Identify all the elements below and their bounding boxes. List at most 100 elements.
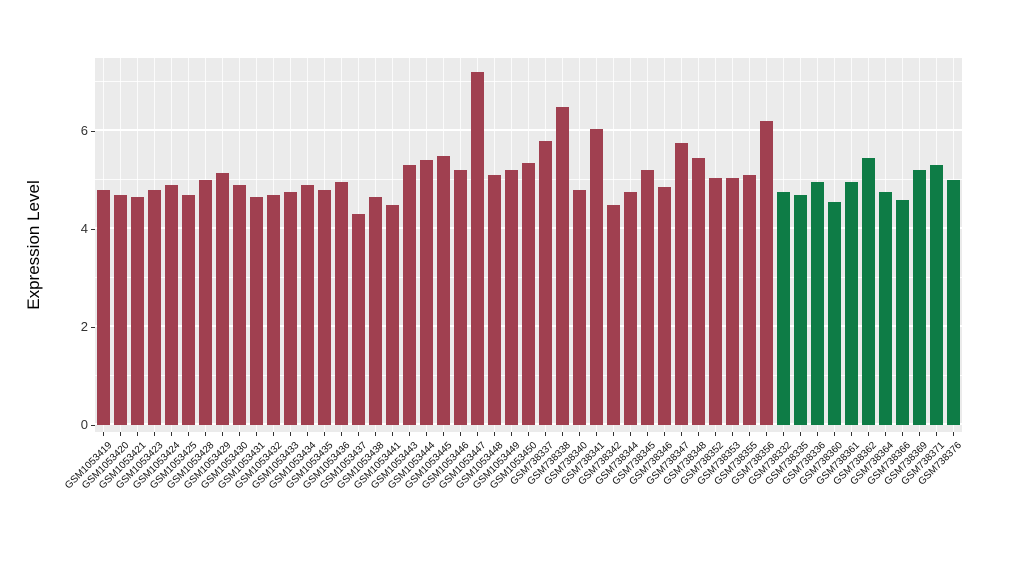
bar — [453, 170, 468, 425]
bar — [351, 214, 366, 425]
x-tick-mark — [511, 432, 512, 436]
bar — [674, 143, 689, 425]
bar — [317, 189, 332, 425]
x-tick-mark — [171, 432, 172, 436]
x-tick-mark — [885, 432, 886, 436]
bar — [589, 128, 604, 425]
x-tick-mark — [834, 432, 835, 436]
x-tick-mark — [307, 432, 308, 436]
bar — [283, 192, 298, 425]
bar — [776, 192, 791, 425]
x-tick-mark — [613, 432, 614, 436]
x-tick-mark — [868, 432, 869, 436]
x-tick-mark — [256, 432, 257, 436]
bar — [300, 184, 315, 425]
x-tick-mark — [392, 432, 393, 436]
y-tick-label: 0 — [80, 417, 88, 432]
bar — [487, 175, 502, 425]
x-tick-mark — [783, 432, 784, 436]
x-tick-mark — [749, 432, 750, 436]
x-tick-mark — [732, 432, 733, 436]
plot-panel — [95, 58, 962, 432]
bar — [368, 197, 383, 425]
x-tick-mark — [579, 432, 580, 436]
bar — [504, 170, 519, 425]
major-gridline — [95, 129, 962, 131]
bar — [742, 175, 757, 425]
bar — [249, 197, 264, 425]
x-tick-mark — [120, 432, 121, 436]
bar — [521, 162, 536, 425]
bar — [266, 194, 281, 425]
bar — [691, 157, 706, 425]
x-tick-mark — [647, 432, 648, 436]
x-tick-mark — [800, 432, 801, 436]
bar — [164, 184, 179, 425]
x-tick-mark — [137, 432, 138, 436]
bar — [113, 194, 128, 425]
y-tick-mark — [91, 229, 95, 230]
y-axis: 0 2 4 6 — [0, 58, 95, 432]
x-tick-mark — [528, 432, 529, 436]
x-tick-mark — [409, 432, 410, 436]
x-axis: GSM1053419 GSM1053420 GSM1053421 GSM1053423… — [63, 432, 964, 572]
bar — [419, 160, 434, 425]
bar — [96, 189, 111, 425]
bar — [130, 197, 145, 425]
x-tick-mark — [239, 432, 240, 436]
bar — [538, 140, 553, 425]
bar — [878, 192, 893, 425]
x-tick-mark — [103, 432, 104, 436]
x-tick-mark — [545, 432, 546, 436]
bar — [657, 187, 672, 425]
y-tick-label: 4 — [80, 221, 88, 236]
y-tick-label: 2 — [80, 319, 88, 334]
bar — [334, 182, 349, 425]
x-tick-mark — [205, 432, 206, 436]
bar — [215, 172, 230, 425]
x-tick-mark — [630, 432, 631, 436]
x-tick-mark — [817, 432, 818, 436]
x-tick-mark — [324, 432, 325, 436]
x-tick-mark — [273, 432, 274, 436]
y-tick-mark — [91, 131, 95, 132]
bar — [606, 204, 621, 425]
bar — [198, 180, 213, 425]
y-tick-mark — [91, 425, 95, 426]
x-tick-mark — [460, 432, 461, 436]
bar — [861, 157, 876, 425]
bar — [895, 199, 910, 425]
x-tick-mark — [919, 432, 920, 436]
x-tick-mark — [936, 432, 937, 436]
x-tick-mark — [664, 432, 665, 436]
x-tick-mark — [290, 432, 291, 436]
x-tick-mark — [562, 432, 563, 436]
bar — [759, 121, 774, 425]
x-tick-mark — [443, 432, 444, 436]
x-tick-mark — [188, 432, 189, 436]
x-tick-mark — [902, 432, 903, 436]
bar — [725, 177, 740, 425]
bar — [436, 155, 451, 425]
bar — [232, 184, 247, 425]
bar — [793, 194, 808, 425]
bar — [385, 204, 400, 425]
bar — [572, 189, 587, 425]
bar — [147, 189, 162, 425]
y-tick-mark — [91, 327, 95, 328]
x-tick-mark — [953, 432, 954, 436]
x-tick-mark — [494, 432, 495, 436]
x-tick-mark — [851, 432, 852, 436]
bar — [470, 72, 485, 425]
bar — [708, 177, 723, 425]
minor-gridline — [95, 81, 962, 82]
bar — [623, 192, 638, 425]
x-tick-mark — [698, 432, 699, 436]
x-tick-mark — [715, 432, 716, 436]
x-tick-mark — [375, 432, 376, 436]
x-tick-mark — [596, 432, 597, 436]
bar — [640, 170, 655, 425]
y-tick-label: 6 — [80, 123, 88, 138]
bar — [402, 165, 417, 425]
